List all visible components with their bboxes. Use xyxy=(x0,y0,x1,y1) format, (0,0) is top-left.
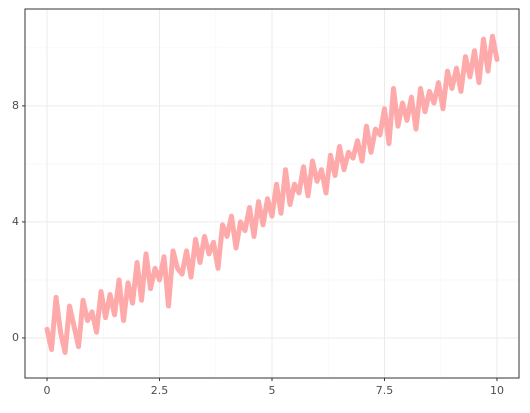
y-tick-label: 8 xyxy=(12,99,19,112)
x-tick-label: 5 xyxy=(269,384,276,397)
x-tick-label: 2.5 xyxy=(151,384,169,397)
x-tick-label: 10 xyxy=(490,384,504,397)
line xyxy=(44,33,500,355)
x-tick-label: 7.5 xyxy=(376,384,394,397)
x-tick-label: 0 xyxy=(44,384,51,397)
y-tick-label: 4 xyxy=(12,215,19,228)
panel-border xyxy=(24,8,520,379)
y-tick-label: 0 xyxy=(12,331,19,344)
